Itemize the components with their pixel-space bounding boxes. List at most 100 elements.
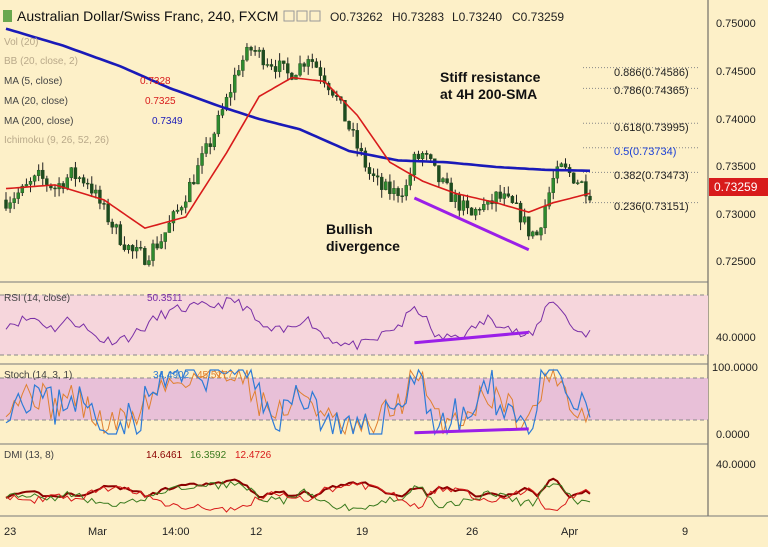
ichimoku-label[interactable]: Ichimoku (9, 26, 52, 26) — [4, 135, 109, 146]
candle-body — [506, 193, 511, 197]
price-tick: 0.73500 — [716, 161, 756, 173]
candle-body — [290, 72, 294, 80]
candle-body — [220, 109, 225, 116]
stoch-axis-tick: 100.0000 — [712, 362, 758, 374]
ma200-line — [5, 27, 591, 173]
dmi-plus-line — [5, 480, 591, 512]
candle-body — [32, 175, 37, 182]
candle-body — [518, 202, 523, 223]
candle-body — [245, 46, 249, 61]
rsi-divergence-line — [414, 330, 529, 345]
candles — [4, 43, 592, 267]
time-tick: 14:00 — [162, 526, 190, 538]
candle-body — [424, 153, 429, 155]
ma200-label[interactable]: MA (200, close) — [4, 116, 73, 127]
time-tick: 26 — [466, 526, 478, 538]
candle-body — [282, 60, 286, 64]
candle-body — [179, 207, 184, 211]
candle-body — [408, 174, 413, 186]
dmi-adx-value: 14.6461 — [146, 450, 183, 461]
indicator-legend: Vol (20) BB (20, close, 2) MA (5, close)… — [4, 37, 183, 146]
candle-body — [102, 203, 106, 205]
candle-body — [41, 169, 45, 179]
fib-label: 0.236(0.73151) — [614, 201, 689, 213]
candle-body — [126, 245, 131, 250]
candle-body — [514, 202, 519, 204]
candle-body — [216, 115, 221, 135]
candle-body — [437, 165, 441, 183]
ma5-label[interactable]: MA (5, close) — [4, 76, 62, 87]
candle-body — [555, 166, 560, 179]
time-tick: 19 — [356, 526, 368, 538]
candle-body — [73, 167, 78, 180]
candle-body — [576, 182, 580, 184]
eye-icon[interactable] — [283, 10, 295, 22]
candle-body — [400, 195, 404, 197]
candle-body — [257, 49, 261, 52]
candle-body — [228, 92, 233, 98]
time-axis: 23 Mar 14:00 12 19 26 Apr 9 — [4, 526, 688, 538]
ohlc-low: L0.73240 — [452, 10, 502, 24]
price-tick: 0.74000 — [716, 114, 756, 126]
dmi-label[interactable]: DMI (13, 8) — [4, 450, 54, 461]
candle-body — [588, 195, 592, 201]
bb-label[interactable]: BB (20, close, 2) — [4, 56, 78, 67]
candle-body — [85, 182, 90, 185]
rsi-label[interactable]: RSI (14, close) — [4, 293, 70, 304]
candle-body — [81, 177, 86, 184]
candle-body — [416, 153, 421, 159]
candle-body — [106, 203, 110, 223]
ohlc-high: H0.73283 — [392, 10, 444, 24]
vol-label[interactable]: Vol (20) — [4, 37, 38, 48]
candle-body — [273, 66, 278, 72]
candle-body — [396, 188, 400, 196]
candle-body — [28, 181, 33, 185]
resistance-annotation-line1: Stiff resistance — [440, 69, 541, 85]
candle-body — [522, 216, 527, 223]
divergence-annotation-line2: divergence — [326, 238, 400, 254]
candle-body — [363, 150, 368, 168]
stoch-label[interactable]: Stoch (14, 3, 1) — [4, 370, 72, 381]
price-tick: 0.75000 — [716, 18, 756, 30]
settings-icon[interactable] — [296, 10, 308, 22]
more-icon[interactable] — [309, 10, 321, 22]
candle-body — [53, 187, 57, 190]
ma20-label[interactable]: MA (20, close) — [4, 96, 68, 107]
ma200-value: 0.7349 — [152, 116, 183, 127]
candle-body — [380, 176, 384, 190]
candle-body — [175, 209, 180, 212]
candle-body — [302, 63, 306, 67]
stoch-d-value: 45.5177 — [197, 370, 234, 381]
price-divergence-line — [413, 196, 530, 252]
candle-body — [310, 59, 314, 62]
candle-body — [196, 165, 200, 185]
symbol-title: Australian Dollar/Swiss Franc, 240, FXCM — [17, 8, 278, 24]
candle-body — [77, 177, 82, 180]
candle-body — [286, 63, 290, 74]
ohlc-open: O0.73262 — [330, 10, 383, 24]
rsi-value: 50.3511 — [147, 293, 183, 304]
candle-body — [584, 181, 588, 197]
candle-body — [473, 209, 478, 216]
stoch-divergence-line — [414, 427, 529, 435]
candle-body — [192, 181, 196, 185]
candle-body — [261, 49, 265, 66]
candle-body — [12, 198, 16, 203]
candle-body — [232, 74, 237, 93]
candle-body — [314, 61, 319, 68]
time-tick: Mar — [88, 526, 107, 538]
candle-body — [580, 181, 584, 183]
ohlc-close: C0.73259 — [512, 10, 564, 24]
plot-background — [0, 0, 708, 542]
chart-header: Australian Dollar/Swiss Franc, 240, FXCM… — [3, 8, 564, 24]
candle-body — [527, 216, 531, 237]
candle-body — [461, 200, 466, 211]
candle-body — [322, 75, 327, 84]
dmi-minus-line — [5, 481, 591, 513]
candle-body — [306, 59, 310, 67]
time-tick: 12 — [250, 526, 262, 538]
price-tick: 0.73000 — [716, 209, 756, 221]
fib-label: 0.618(0.73995) — [614, 122, 689, 134]
candle-body — [551, 178, 555, 193]
